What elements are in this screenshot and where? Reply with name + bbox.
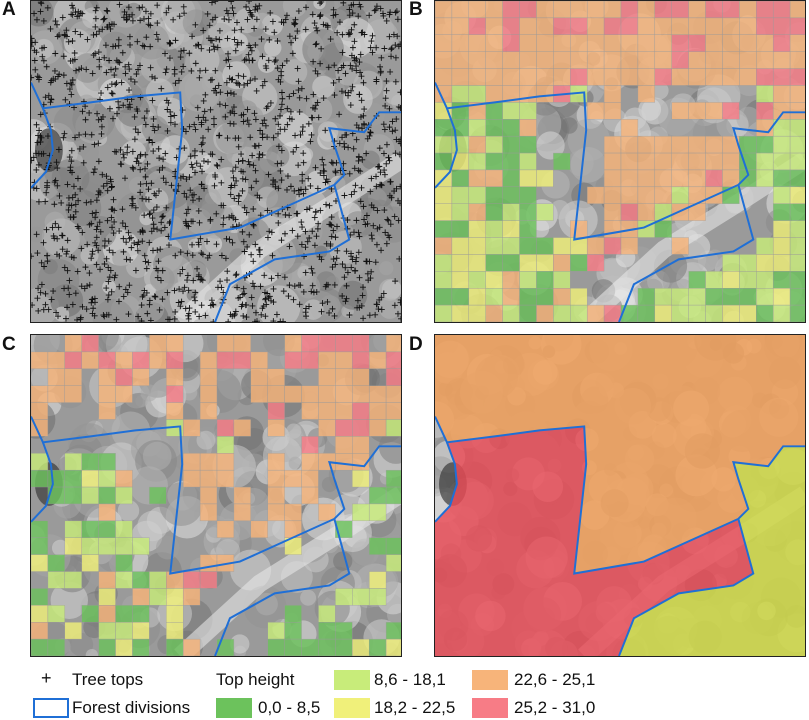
legend-class-swatch-5 xyxy=(472,698,508,718)
map-c-forest-division-lines xyxy=(31,416,401,656)
map-a-forest-division-lines xyxy=(31,82,401,322)
map-b-svg xyxy=(435,1,805,322)
legend-class-swatch-2 xyxy=(334,670,370,690)
panel-letter-d: D xyxy=(409,334,423,355)
map-panel-b xyxy=(434,0,806,323)
panel-letter-a: A xyxy=(2,0,16,20)
legend-class-label-1: 0,0 - 8,5 xyxy=(258,698,321,717)
legend-class-label-3: 18,2 - 22,5 xyxy=(374,698,456,717)
map-c-top-height-grid xyxy=(31,335,401,656)
panel-letter-c: C xyxy=(2,334,16,355)
map-b-forest-division-lines xyxy=(435,82,805,322)
map-d-svg xyxy=(435,335,805,656)
legend-class-label-2: 8,6 - 18,1 xyxy=(374,670,446,689)
map-c-svg xyxy=(31,335,401,656)
legend-forest-divisions-label: Forest divisions xyxy=(72,698,191,717)
map-panel-d xyxy=(434,334,806,657)
map-d-forest-division-lines xyxy=(435,416,805,656)
map-a-svg xyxy=(31,1,401,322)
map-panel-a xyxy=(30,0,402,323)
legend-class-swatch-3 xyxy=(334,698,370,718)
legend-tree-tops-label: Tree tops xyxy=(72,670,144,689)
panel-letter-b: B xyxy=(409,0,423,20)
legend-class-swatch-1 xyxy=(216,698,252,718)
legend-tree-tops-symbol: + xyxy=(41,668,52,688)
legend-forest-divisions-swatch xyxy=(33,698,69,718)
legend-class-label-4: 22,6 - 25,1 xyxy=(514,670,596,689)
map-b-top-height-grid xyxy=(435,1,805,322)
legend-class-label-5: 25,2 - 31,0 xyxy=(514,698,596,717)
map-d-division-fills xyxy=(435,335,805,656)
map-a-tree-top-markers xyxy=(31,1,401,322)
legend-class-swatch-4 xyxy=(472,670,508,690)
map-panel-c xyxy=(30,334,402,657)
legend-top-height-title: Top height xyxy=(216,670,295,689)
